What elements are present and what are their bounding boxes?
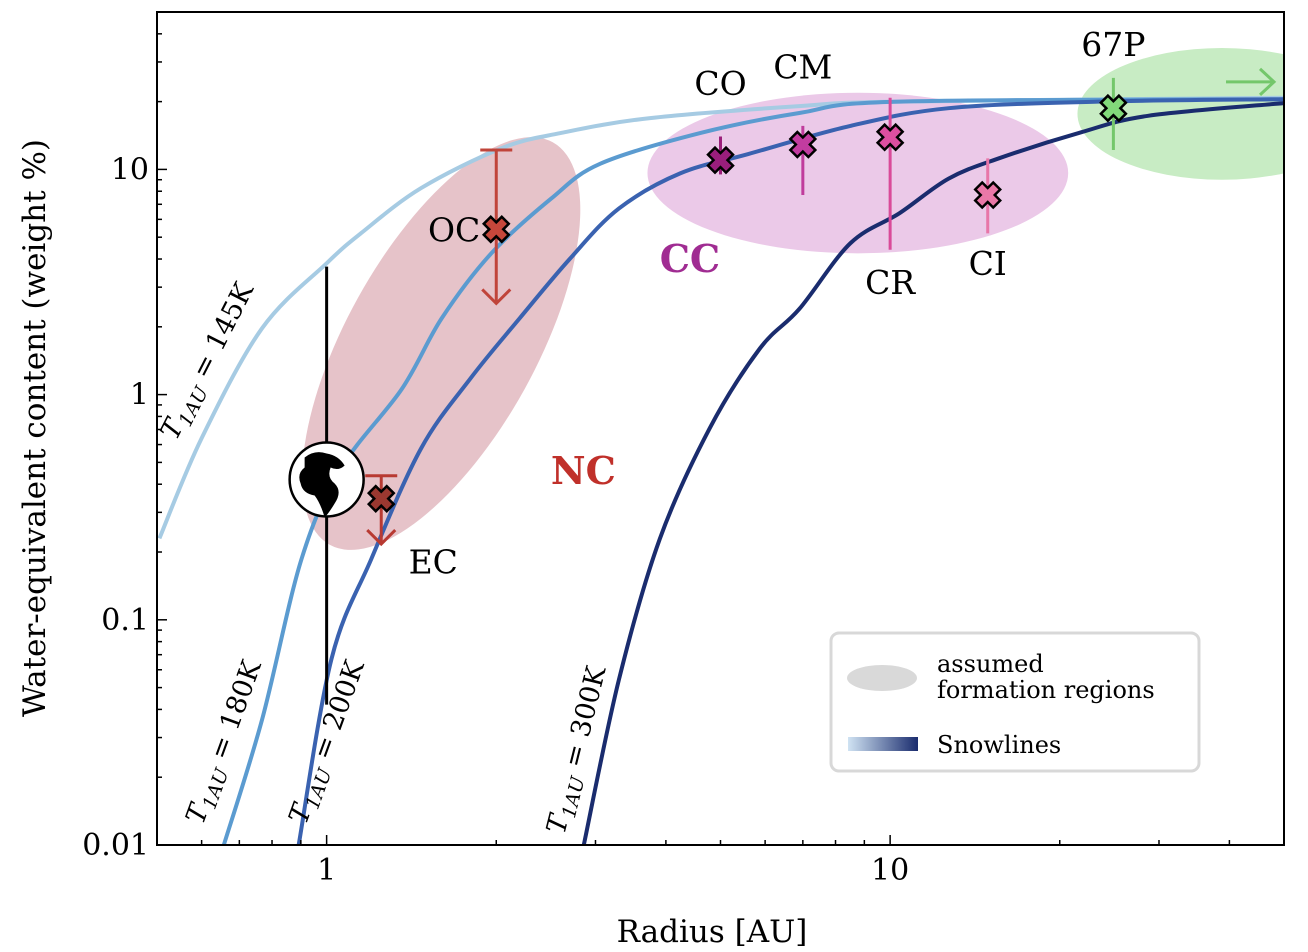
y-axis-label: Water-equivalent content (weight %): [17, 139, 53, 717]
snowline-label: T1AU = 180K: [180, 656, 272, 830]
legend-label-snowlines: Snowlines: [937, 731, 1061, 759]
point-67p: [1099, 67, 1277, 150]
formation-regions: [302, 48, 1284, 550]
label-value: = 180K: [201, 656, 269, 772]
legend: assumed formation regions Snowlines: [829, 631, 1201, 773]
snowline-curve-3: [581, 101, 1284, 845]
x-axis-label: Radius [AU]: [617, 914, 808, 950]
point-ec: [365, 474, 398, 547]
snowline-curves: [157, 95, 1284, 845]
legend-label-regions-1: assumed: [937, 650, 1044, 678]
point-label-cm: CM: [773, 48, 832, 87]
point-label-67p: 67P: [1081, 25, 1145, 64]
label-value: = 145K: [182, 277, 261, 391]
arrow-right-icon: [1258, 67, 1277, 96]
arrow-down-icon: [366, 528, 397, 547]
legend-swatch-snowlines: [848, 737, 918, 751]
cross-marker: [788, 130, 818, 159]
y-tick-label: 1: [130, 378, 149, 413]
cross-marker: [973, 180, 1002, 210]
snowline-label: T1AU = 200K: [283, 656, 375, 830]
point-ci: [973, 158, 1002, 234]
y-tick-label: 0.1: [101, 603, 149, 638]
label-value: = 300K: [555, 662, 612, 778]
point-oc: [480, 148, 513, 306]
label-subscript: 1AU: [558, 773, 590, 820]
x-tick-label: 1: [317, 853, 336, 888]
cross-marker: [875, 122, 905, 152]
region-label-nc: NC: [551, 448, 616, 493]
point-label-oc: OC: [428, 210, 480, 249]
point-co: [706, 136, 735, 175]
legend-label-regions-2: formation regions: [937, 676, 1155, 704]
snowline-curve-2: [296, 97, 1284, 845]
point-cm: [788, 125, 818, 195]
region-nc: [302, 137, 581, 550]
data-points: [288, 67, 1277, 705]
snowline-curve-1: [221, 97, 1284, 845]
cross-marker: [481, 215, 511, 244]
legend-frame: [829, 631, 1201, 773]
cross-marker: [366, 484, 396, 513]
legend-swatch-region: [847, 665, 917, 691]
x-tick-label: 10: [871, 853, 909, 888]
cross-marker: [706, 145, 735, 175]
point-label-co: CO: [694, 64, 746, 103]
axes: 1 10 0.01 0.1 1 10: [82, 11, 1285, 888]
point-label-ec: EC: [409, 543, 458, 582]
point-earth: [288, 266, 365, 705]
region-label-cc: CC: [660, 236, 721, 281]
y-tick-label: 10: [111, 152, 149, 187]
point-label-cr: CR: [865, 263, 916, 302]
point-cr: [875, 97, 905, 250]
arrow-down-icon: [481, 288, 512, 306]
y-tick-label: 0.01: [82, 828, 149, 863]
earth-continents-icon: [299, 452, 345, 518]
region-cc: [647, 92, 1069, 254]
label-value: = 200K: [304, 656, 372, 772]
point-label-ci: CI: [969, 244, 1007, 283]
cross-marker: [1099, 93, 1128, 123]
